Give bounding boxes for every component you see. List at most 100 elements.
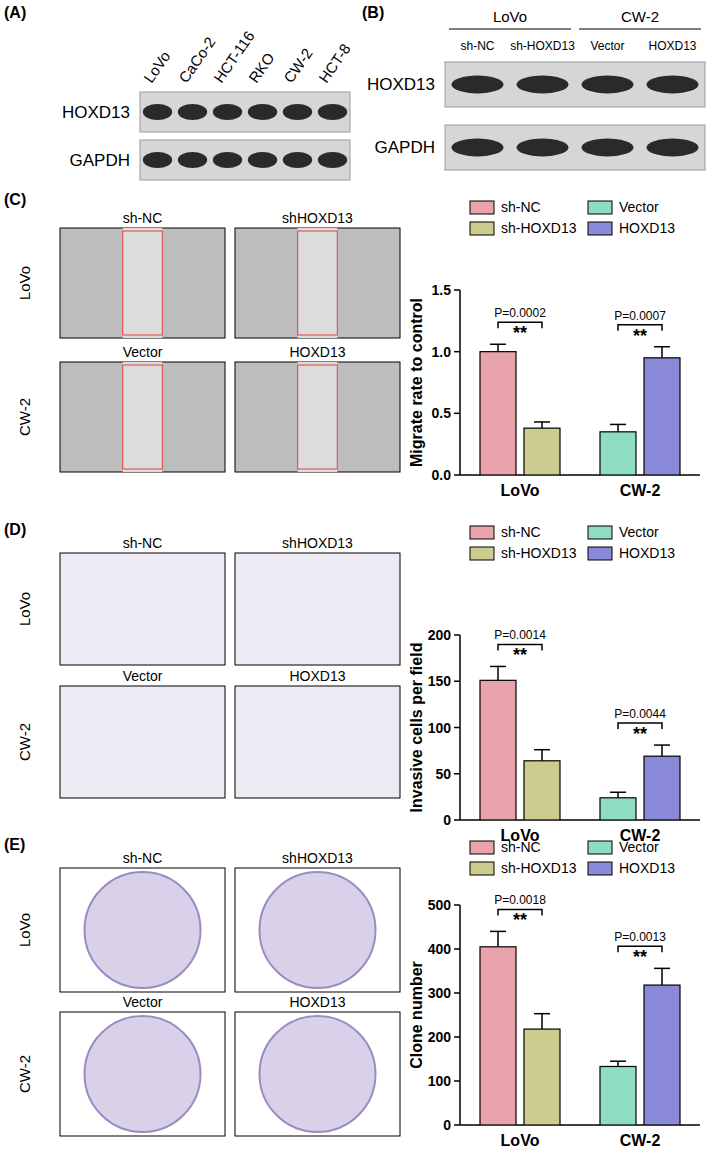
image-label: HOXD13 <box>289 994 345 1010</box>
dish-photo <box>60 1012 225 1136</box>
error-line <box>617 1061 619 1066</box>
bar <box>600 1066 636 1125</box>
y-axis <box>459 905 461 1125</box>
error-cap <box>490 666 506 668</box>
error-bar <box>654 745 670 756</box>
y-tick-label: 100 <box>428 720 452 736</box>
band <box>582 76 634 94</box>
bar <box>480 680 516 820</box>
error-bar <box>490 931 506 946</box>
micrograph <box>60 362 225 472</box>
band <box>143 104 172 120</box>
group-line <box>449 28 571 29</box>
error-bar <box>654 968 670 985</box>
blot <box>445 62 705 107</box>
y-tick-label: 0.0 <box>432 467 452 483</box>
legend-label: HOXD13 <box>619 545 675 561</box>
p-value: P=0.0014 <box>494 628 546 642</box>
panel-label: (B) <box>362 4 384 21</box>
legend-label: sh-HOXD13 <box>501 860 577 876</box>
legend-swatch <box>470 201 494 214</box>
band <box>647 139 699 157</box>
blot <box>445 125 705 170</box>
y-tick <box>454 634 460 636</box>
legend-swatch <box>588 201 612 214</box>
y-axis-label: Clone number <box>408 961 425 1069</box>
chart: 0100200300400500Clone numberLoVoCW-2**P=… <box>408 839 700 1149</box>
legend-swatch <box>470 526 494 539</box>
dish <box>85 1016 201 1132</box>
lane-label: sh-NC <box>460 39 494 53</box>
scratch-gap <box>298 362 338 472</box>
error-bar <box>490 666 506 680</box>
y-tick <box>454 1036 460 1038</box>
legend-label: sh-HOXD13 <box>501 220 577 236</box>
legend-swatch <box>470 841 494 854</box>
y-tick-label: 400 <box>428 941 452 957</box>
y-tick-label: 100 <box>428 1073 452 1089</box>
y-tick <box>454 948 460 950</box>
error-line <box>497 344 499 351</box>
error-bar <box>654 347 670 358</box>
row-label: LoVo <box>16 913 33 947</box>
scratch-box <box>298 365 338 469</box>
error-cap <box>534 421 550 423</box>
lane-label: CW-2 <box>280 45 316 86</box>
y-tick <box>454 351 460 353</box>
error-cap <box>534 749 550 751</box>
blot <box>140 92 350 132</box>
y-tick <box>454 1124 460 1126</box>
micrograph <box>235 553 400 665</box>
legend-swatch <box>588 862 612 875</box>
image-label: Vector <box>123 994 163 1010</box>
legend: sh-NCsh-HOXD13VectorHOXD13 <box>470 839 675 876</box>
band <box>248 152 277 168</box>
error-bar <box>610 1061 626 1066</box>
y-tick-label: 500 <box>428 897 452 913</box>
error-line <box>541 422 543 428</box>
band <box>582 139 634 157</box>
y-tick <box>454 773 460 775</box>
y-axis <box>459 635 461 820</box>
image-label: shHOXD13 <box>282 210 353 226</box>
error-bars <box>490 931 670 1066</box>
lane-label: HOXD13 <box>648 39 696 53</box>
legend-swatch <box>470 862 494 875</box>
error-cap <box>654 346 670 348</box>
sig-stars: ** <box>513 323 527 343</box>
image-label: Vector <box>123 344 163 360</box>
image-label: Vector <box>123 668 163 684</box>
error-line <box>617 792 619 798</box>
error-line <box>541 750 543 761</box>
row-label: GAPDH <box>375 138 435 157</box>
x-tick-label: CW-2 <box>620 1132 661 1149</box>
scratch-box <box>123 231 163 335</box>
error-bar <box>534 1014 550 1029</box>
bar <box>480 947 516 1125</box>
p-value: P=0.0018 <box>494 893 546 907</box>
band <box>213 152 242 168</box>
legend: sh-NCsh-HOXD13VectorHOXD13 <box>470 199 675 236</box>
band <box>318 104 347 120</box>
error-bar <box>534 422 550 428</box>
scratch-box <box>123 365 163 469</box>
dish <box>260 872 376 988</box>
y-tick <box>454 474 460 476</box>
legend-swatch <box>470 547 494 560</box>
dish <box>85 872 201 988</box>
figure: (A)LoVoCaCo-2HCT-116RKOCW-2HCT-8HOXD13GA… <box>0 0 709 1160</box>
dish <box>260 1016 376 1132</box>
legend-swatch <box>470 222 494 235</box>
error-cap <box>490 931 506 933</box>
error-bars <box>490 344 670 432</box>
legend: sh-NCsh-HOXD13VectorHOXD13 <box>470 524 675 561</box>
image-label: HOXD13 <box>289 344 345 360</box>
image-label: sh-NC <box>123 210 163 226</box>
image-label: shHOXD13 <box>282 850 353 866</box>
band <box>517 139 569 157</box>
bar <box>524 428 560 475</box>
band <box>283 152 312 168</box>
legend-label: Vector <box>619 839 659 855</box>
legend-label: HOXD13 <box>619 220 675 236</box>
micrograph <box>60 553 225 665</box>
